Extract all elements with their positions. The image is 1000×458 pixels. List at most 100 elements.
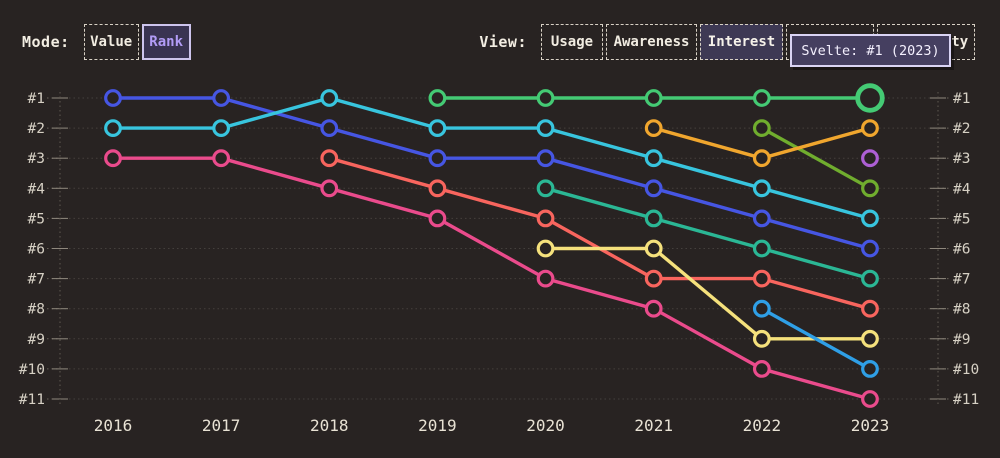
rank-label-left-#10: #10: [19, 362, 45, 378]
data-point-blue-2023[interactable]: [861, 239, 879, 258]
year-label-2019: 2019: [418, 416, 457, 435]
mode-label: Mode:: [22, 33, 70, 51]
data-point-cyan-2023[interactable]: [861, 209, 879, 228]
data-point-blue-2017[interactable]: [212, 89, 231, 107]
data-point-olive-2022[interactable]: [752, 119, 771, 138]
mode-option-value[interactable]: Value: [83, 24, 139, 60]
view-option-usage[interactable]: Usage: [541, 24, 603, 60]
year-label-2021: 2021: [634, 416, 673, 435]
data-point-orange-2023[interactable]: [861, 119, 879, 138]
data-point-salmon-2020[interactable]: [536, 209, 555, 228]
view-option-awareness[interactable]: Awareness: [606, 24, 697, 60]
data-point-yellow-2021[interactable]: [644, 239, 663, 258]
data-point-pink-2019[interactable]: [428, 209, 447, 228]
data-point-pink-2023[interactable]: [861, 390, 879, 408]
rank-label-right-#7: #7: [953, 272, 970, 288]
data-point-olive-2023[interactable]: [861, 179, 879, 198]
data-point-pink-2020[interactable]: [536, 269, 555, 288]
data-point-teal-2020[interactable]: [536, 179, 555, 198]
data-point-blue-2016[interactable]: [104, 89, 122, 107]
data-point-sky-2023[interactable]: [861, 360, 879, 378]
data-point-salmon-2022[interactable]: [752, 269, 771, 288]
data-point-cyan-2019[interactable]: [428, 119, 447, 138]
data-point-pink-2022[interactable]: [752, 360, 771, 378]
data-point-pink-2018[interactable]: [320, 179, 339, 198]
data-point-blue-2019[interactable]: [428, 149, 447, 168]
mode-option-rank[interactable]: Rank: [141, 24, 191, 60]
data-point-svelte-2019[interactable]: [428, 89, 447, 107]
data-point-teal-2023[interactable]: [861, 269, 879, 288]
year-label-2017: 2017: [202, 416, 241, 435]
data-point-yellow-2020[interactable]: [536, 239, 555, 258]
rank-label-right-#10: #10: [953, 362, 979, 378]
series-line-olive: [760, 126, 872, 191]
rank-label-right-#8: #8: [953, 302, 970, 318]
tooltip: Svelte: #1 (2023): [790, 34, 951, 67]
data-point-salmon-2021[interactable]: [644, 269, 663, 288]
data-point-yellow-2023[interactable]: [861, 329, 879, 348]
series-line-sky: [760, 307, 872, 371]
data-point-svelte-2022[interactable]: [752, 89, 771, 107]
series-line-blue: [111, 96, 872, 251]
tooltip-text: Svelte: #1 (2023): [801, 42, 940, 59]
rank-label-right-#3: #3: [953, 151, 970, 167]
year-label-2018: 2018: [310, 416, 349, 435]
data-point-blue-2022[interactable]: [752, 209, 771, 228]
rank-label-right-#9: #9: [953, 332, 970, 348]
highlighted-point-svelte-2023[interactable]: [855, 83, 885, 113]
data-point-salmon-2018[interactable]: [320, 149, 339, 168]
rank-label-left-#4: #4: [28, 181, 46, 197]
rank-label-right-#2: #2: [953, 121, 970, 137]
data-point-cyan-2018[interactable]: [320, 89, 339, 107]
data-point-pink-2017[interactable]: [212, 149, 231, 168]
data-point-svelte-2020[interactable]: [536, 89, 555, 107]
data-point-pink-2021[interactable]: [644, 299, 663, 318]
rank-label-left-#1: #1: [28, 91, 45, 107]
series-line-pink: [111, 156, 872, 401]
data-point-teal-2022[interactable]: [752, 239, 771, 258]
data-point-salmon-2023[interactable]: [861, 299, 879, 318]
view-label: View:: [479, 33, 527, 51]
data-point-orange-2021[interactable]: [644, 119, 663, 138]
rank-label-right-#5: #5: [953, 211, 970, 227]
data-point-cyan-2017[interactable]: [212, 119, 231, 138]
data-point-cyan-2016[interactable]: [104, 119, 122, 138]
rank-label-right-#11: #11: [953, 392, 979, 408]
year-label-2020: 2020: [526, 416, 565, 435]
view-option-interest[interactable]: Interest: [700, 24, 783, 60]
rank-label-left-#8: #8: [28, 302, 45, 318]
series-line-cyan: [111, 96, 872, 221]
data-point-pink-2016[interactable]: [104, 149, 122, 168]
data-point-cyan-2021[interactable]: [644, 149, 663, 168]
rank-label-left-#5: #5: [28, 211, 45, 227]
data-point-orange-2022[interactable]: [752, 149, 771, 168]
rank-label-left-#7: #7: [28, 272, 45, 288]
year-label-2023: 2023: [851, 416, 890, 435]
rank-label-right-#1: #1: [953, 91, 970, 107]
data-point-blue-2020[interactable]: [536, 149, 555, 168]
rank-label-right-#4: #4: [953, 181, 971, 197]
rank-label-left-#9: #9: [28, 332, 45, 348]
rank-label-right-#6: #6: [953, 242, 970, 258]
data-point-cyan-2022[interactable]: [752, 179, 771, 198]
rank-label-left-#6: #6: [28, 242, 45, 258]
data-point-blue-2018[interactable]: [320, 119, 339, 138]
series-line-teal: [543, 186, 872, 281]
data-point-teal-2021[interactable]: [644, 209, 663, 228]
year-label-2016: 2016: [94, 416, 133, 435]
mode-toggle: Mode: Value Rank: [22, 24, 191, 60]
rank-label-left-#11: #11: [19, 392, 45, 408]
data-point-sky-2022[interactable]: [752, 299, 771, 318]
series-line-salmon: [327, 156, 872, 311]
data-point-purple-2023[interactable]: [861, 149, 879, 168]
data-point-blue-2021[interactable]: [644, 179, 663, 198]
data-point-yellow-2022[interactable]: [752, 329, 771, 348]
data-point-salmon-2019[interactable]: [428, 179, 447, 198]
data-point-cyan-2020[interactable]: [536, 119, 555, 138]
year-label-2022: 2022: [743, 416, 782, 435]
rank-label-left-#2: #2: [28, 121, 45, 137]
data-point-svelte-2021[interactable]: [644, 89, 663, 107]
rank-label-left-#3: #3: [28, 151, 45, 167]
